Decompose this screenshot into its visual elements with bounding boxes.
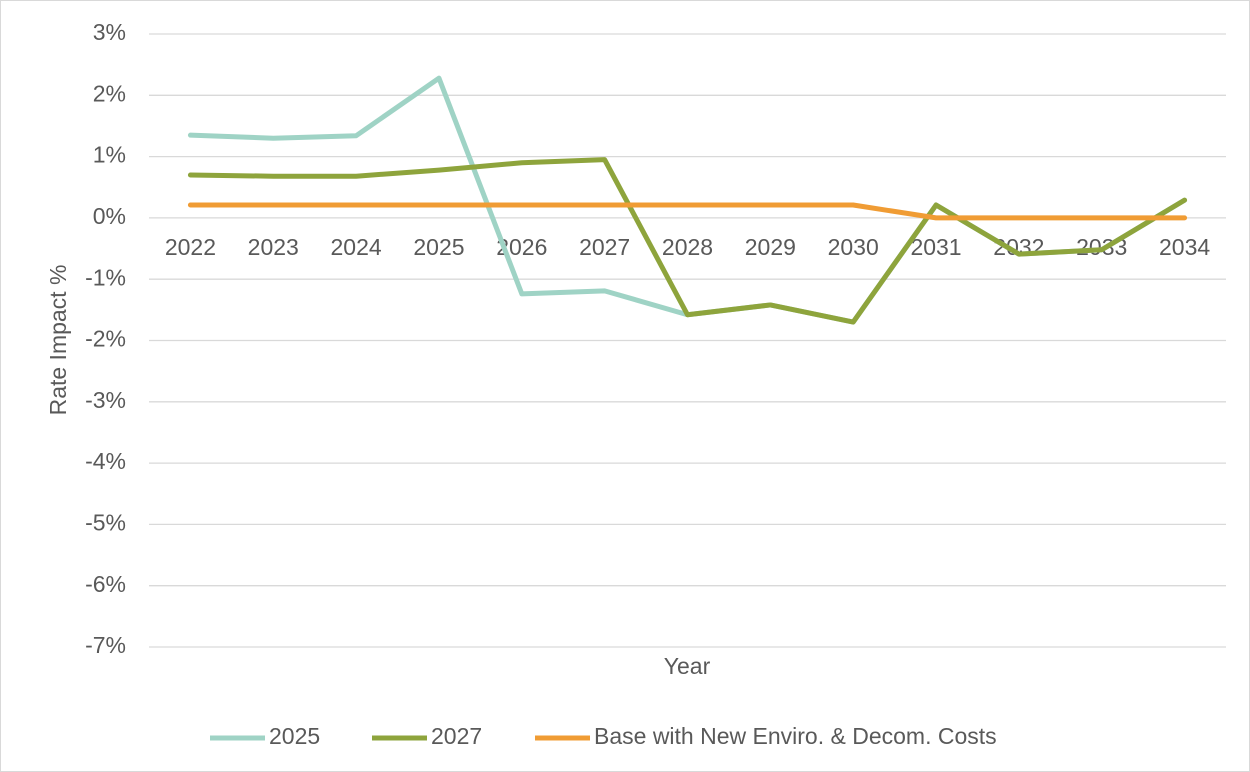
y-tick-label: -1% [85, 264, 126, 290]
y-tick-label: -5% [85, 509, 126, 535]
legend-label: Base with New Enviro. & Decom. Costs [594, 723, 997, 749]
y-tick-label: -3% [85, 387, 126, 413]
y-tick-label: -7% [85, 632, 126, 658]
x-tick-label: 2027 [579, 234, 630, 260]
y-tick-label: -6% [85, 571, 126, 597]
x-tick-label: 2028 [662, 234, 713, 260]
series-line [187, 202, 1188, 221]
y-tick-label: -2% [85, 326, 126, 352]
y-tick-label: 3% [93, 19, 126, 45]
x-axis-title: Year [664, 653, 711, 679]
x-tick-label: 2030 [828, 234, 879, 260]
y-tick-label: 2% [93, 80, 126, 106]
y-tick-label: -4% [85, 448, 126, 474]
y-tick-label: 1% [93, 142, 126, 168]
x-tick-label: 2024 [331, 234, 382, 260]
legend-label: 2025 [269, 723, 320, 749]
y-tick-label: 0% [93, 203, 126, 229]
x-tick-label: 2034 [1159, 234, 1210, 260]
legend-label: 2027 [431, 723, 482, 749]
x-tick-label: 2022 [165, 234, 216, 260]
x-tick-label: 2023 [248, 234, 299, 260]
x-tick-label: 2025 [413, 234, 464, 260]
series-line [187, 157, 1188, 325]
x-tick-label: 2031 [910, 234, 961, 260]
x-tick-label: 2029 [745, 234, 796, 260]
y-axis-title: Rate Impact % [45, 265, 71, 416]
